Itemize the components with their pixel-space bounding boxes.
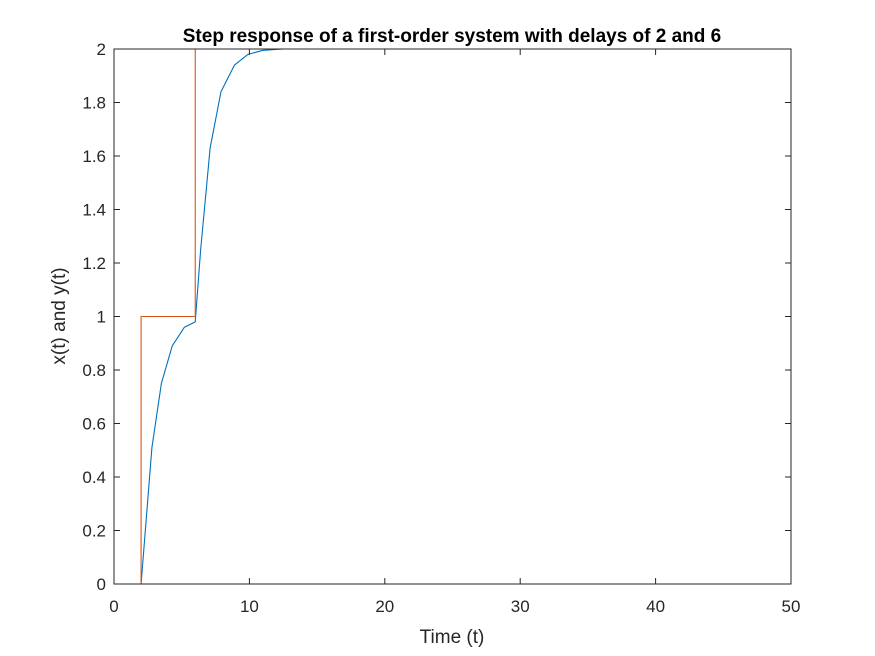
y-tick-label: 2 [97, 40, 106, 59]
x-tick-label: 20 [375, 597, 394, 616]
y-tick-label: 0.2 [82, 522, 106, 541]
x-tick-label: 40 [646, 597, 665, 616]
y-tick-label: 1 [97, 308, 106, 327]
x-tick-label: 50 [782, 597, 801, 616]
y-tick-label: 1.2 [82, 254, 106, 273]
y-tick-label: 1.6 [82, 147, 106, 166]
y-tick-label: 0 [97, 575, 106, 594]
y-tick-label: 0.4 [82, 468, 106, 487]
axes-box [113, 48, 792, 585]
x-axis-label: Time (t) [420, 627, 485, 648]
y-tick-label: 1.4 [82, 201, 106, 220]
chart-title: Step response of a first-order system wi… [183, 26, 722, 47]
y-tick-label: 1.8 [82, 94, 106, 113]
x-tick-label: 30 [511, 597, 530, 616]
x-tick-label: 10 [240, 597, 259, 616]
x-tick-label: 0 [109, 597, 118, 616]
y-tick-label: 0.6 [82, 415, 106, 434]
series-layer [114, 48, 791, 585]
y-tick-label: 0.8 [82, 361, 106, 380]
y-axis-label: x(t) and y(t) [49, 267, 70, 364]
tick-layer: 0 10 20 30 40 50 0 0.2 0.4 0.6 0.8 1 1.2 1.4 1.6 1.8 2 [82, 40, 800, 616]
series-line-1 [114, 48, 791, 585]
series-line-2 [114, 48, 791, 585]
